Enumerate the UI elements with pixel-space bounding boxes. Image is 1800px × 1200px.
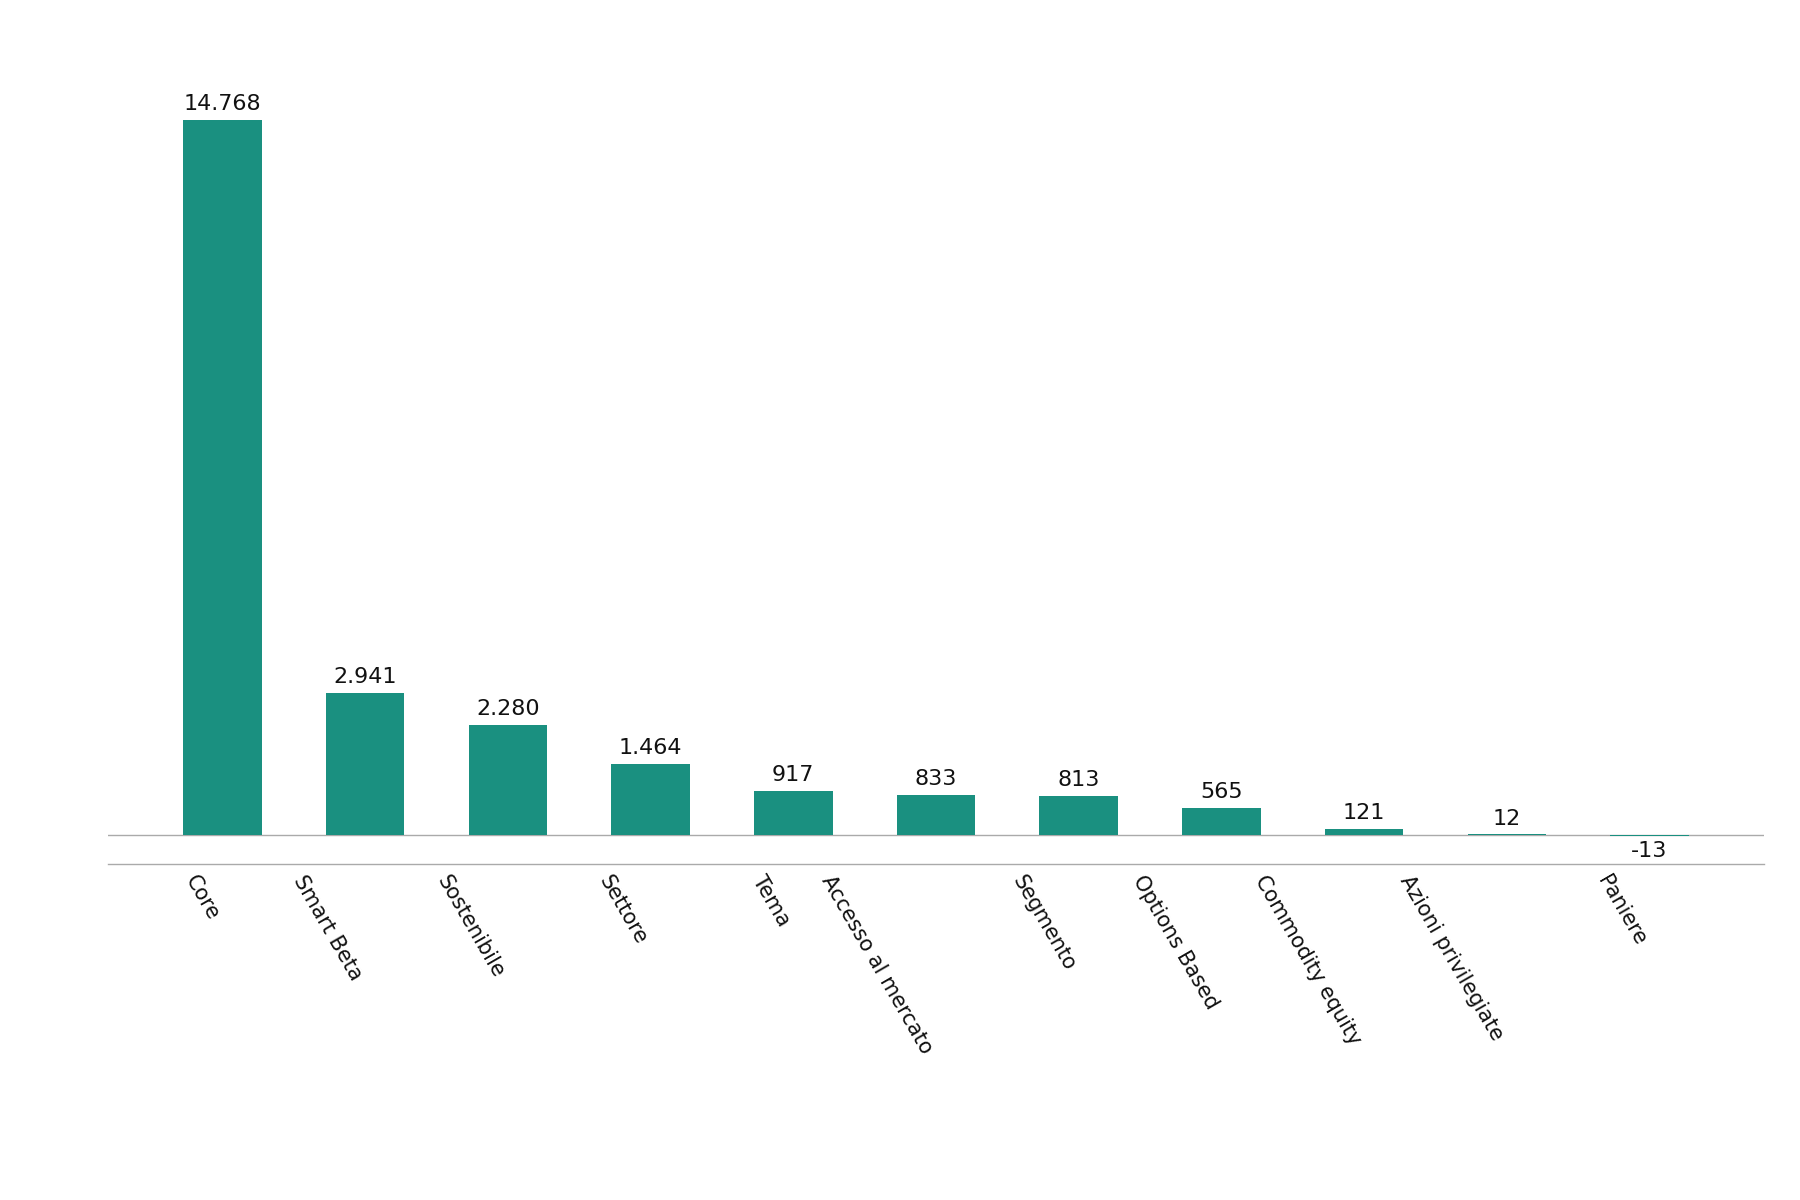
Bar [1183,808,1260,835]
Bar [612,764,689,835]
Text: 565: 565 [1201,781,1242,802]
Text: 2.280: 2.280 [475,698,540,719]
Text: 2.941: 2.941 [333,667,398,686]
Text: 833: 833 [914,769,958,788]
Text: 14.768: 14.768 [184,94,261,114]
Bar [896,794,976,835]
Text: 813: 813 [1058,769,1100,790]
Text: 917: 917 [772,764,814,785]
Text: 12: 12 [1492,809,1521,828]
Text: 121: 121 [1343,803,1386,823]
Bar [754,791,833,835]
Bar [1325,829,1404,835]
Bar [326,692,405,835]
Bar [468,725,547,835]
Text: -13: -13 [1631,841,1667,862]
Bar [1039,796,1118,835]
Bar [184,120,261,835]
Text: 1.464: 1.464 [619,738,682,758]
